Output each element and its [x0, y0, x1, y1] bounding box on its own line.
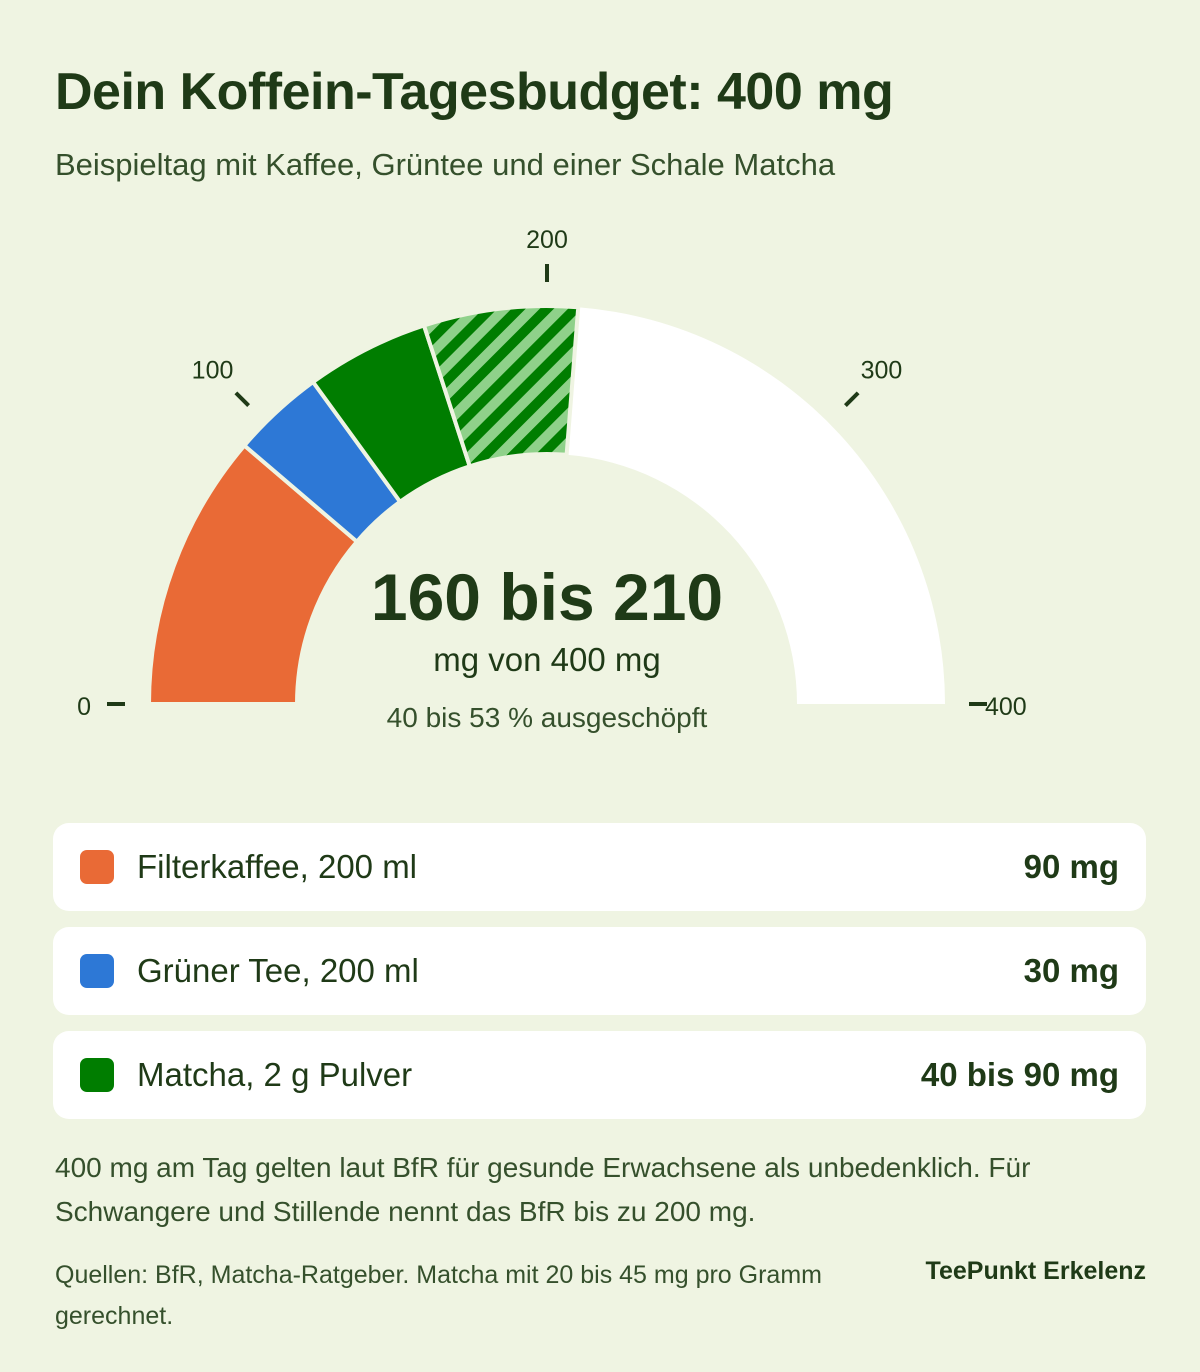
gauge-tick-label: 200 — [526, 226, 568, 254]
gauge-tick-label: 100 — [192, 357, 234, 385]
gauge-tick-mark — [234, 391, 251, 408]
legend-item-label: Matcha, 2 g Pulver — [137, 1056, 413, 1093]
footnote-text: 400 mg am Tag gelten laut BfR für gesund… — [55, 1152, 1031, 1227]
legend-item-label: Filterkaffee, 200 ml — [137, 848, 418, 885]
gauge-tick-label: 300 — [861, 357, 903, 385]
page-title: Dein Koffein-Tagesbudget: 400 mg — [55, 63, 894, 121]
legend-swatch-green — [80, 1058, 114, 1092]
gauge-track-remaining — [566, 307, 945, 704]
gauge-center-value: 160 bis 210 — [371, 560, 723, 634]
gauge-tick-mark — [843, 391, 860, 408]
legend-swatch-blue — [80, 954, 114, 988]
gauge-center-unit: mg von 400 mg — [433, 641, 660, 678]
legend-item-gruener-tee: Grüner Tee, 200 ml 30 mg — [53, 927, 1146, 1015]
legend-swatch-orange — [80, 850, 114, 884]
legend-item-filterkaffee: Filterkaffee, 200 ml 90 mg — [53, 823, 1146, 911]
legend-item-value: 40 bis 90 mg — [920, 1056, 1119, 1093]
gauge-ticks: 0 100 200 300 400 — [77, 226, 1027, 721]
legend-item-value: 90 mg — [1023, 848, 1119, 885]
sources-text: Quellen: BfR, Matcha-Ratgeber. Matcha mi… — [55, 1261, 822, 1330]
gauge-segment-4 — [422, 304, 581, 469]
gauge-tick-label: 400 — [985, 693, 1027, 721]
legend-item-matcha: Matcha, 2 g Pulver 40 bis 90 mg — [53, 1031, 1146, 1119]
legend-item-label: Grüner Tee, 200 ml — [137, 952, 419, 989]
gauge-segments — [147, 304, 945, 706]
page-subtitle: Beispieltag mit Kaffee, Grüntee und eine… — [55, 147, 836, 182]
gauge-center-percent: 40 bis 53 % ausgeschöpft — [387, 702, 708, 733]
gauge-tick-label: 0 — [77, 693, 91, 721]
legend-item-value: 30 mg — [1023, 952, 1119, 989]
brand-name: TeePunkt Erkelenz — [925, 1257, 1146, 1285]
